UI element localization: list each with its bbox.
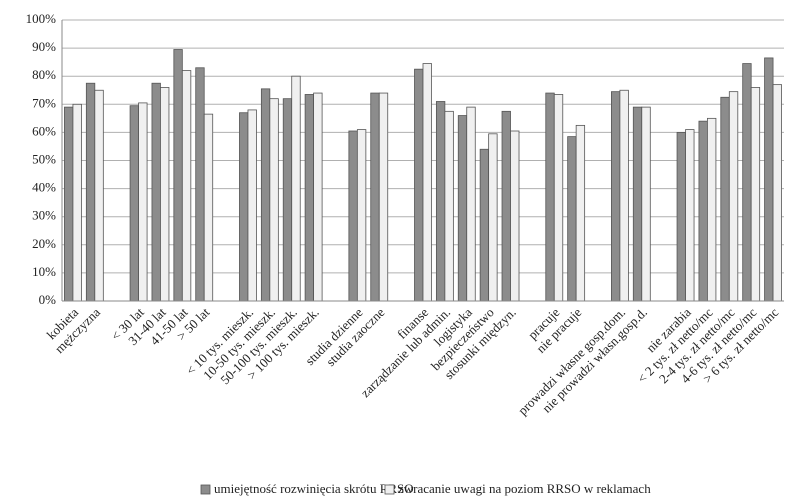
bar <box>457 115 468 302</box>
y-tick-label: 70% <box>32 95 56 110</box>
bar <box>260 88 271 302</box>
bar <box>378 92 389 302</box>
bar <box>575 124 586 302</box>
legend-label: zwracanie uwagi na poziom RRSO w reklama… <box>398 481 651 496</box>
bar <box>129 105 139 302</box>
y-tick-label: 40% <box>32 180 56 195</box>
bar <box>479 148 490 302</box>
y-tick-label: 30% <box>32 208 56 223</box>
bar <box>64 106 74 302</box>
legend-label: umiejętność rozwinięcia skrótu RRSO <box>214 481 414 496</box>
bar <box>632 106 643 302</box>
y-tick-label: 90% <box>32 39 56 54</box>
bar <box>203 113 214 302</box>
bar <box>85 82 96 302</box>
legend-swatch <box>384 484 395 495</box>
bar <box>488 133 498 302</box>
y-tick-label: 10% <box>32 264 56 279</box>
bar <box>151 82 161 302</box>
bar <box>685 129 695 302</box>
bar <box>676 131 686 302</box>
bar <box>435 101 446 302</box>
bar <box>510 130 520 302</box>
bar <box>414 68 424 302</box>
bar <box>698 120 708 302</box>
bar <box>611 91 621 302</box>
bar <box>195 67 205 302</box>
bar <box>764 57 774 302</box>
bar <box>356 129 367 302</box>
y-tick-label: 60% <box>32 123 56 138</box>
bar <box>239 112 249 302</box>
bar <box>72 103 82 302</box>
bar <box>728 91 739 302</box>
legend-swatch <box>200 484 211 495</box>
bar <box>348 130 358 302</box>
bar <box>94 89 104 302</box>
bar <box>291 75 301 302</box>
bar <box>247 109 257 302</box>
y-tick-label: 20% <box>32 236 56 251</box>
bar <box>138 102 148 302</box>
bar <box>282 98 293 302</box>
bar <box>160 87 170 302</box>
bar <box>772 84 782 302</box>
y-tick-label: 50% <box>32 151 56 166</box>
bar <box>181 70 192 302</box>
bar <box>501 110 511 302</box>
bar <box>641 106 651 302</box>
bar <box>466 106 476 302</box>
bar <box>619 89 629 302</box>
bar <box>422 63 432 302</box>
bar <box>304 94 315 302</box>
y-tick-label: 100% <box>26 11 57 26</box>
bar <box>707 117 717 302</box>
bar <box>269 98 279 302</box>
bar <box>720 96 730 302</box>
bar <box>545 92 555 302</box>
bar <box>553 94 564 302</box>
bar <box>444 110 454 302</box>
bar <box>750 87 761 302</box>
y-tick-label: 0% <box>39 292 57 307</box>
bar <box>173 49 183 302</box>
bar <box>742 63 752 302</box>
y-tick-label: 80% <box>32 67 56 82</box>
bar <box>313 92 323 302</box>
bar <box>567 136 577 302</box>
bar <box>370 92 380 302</box>
